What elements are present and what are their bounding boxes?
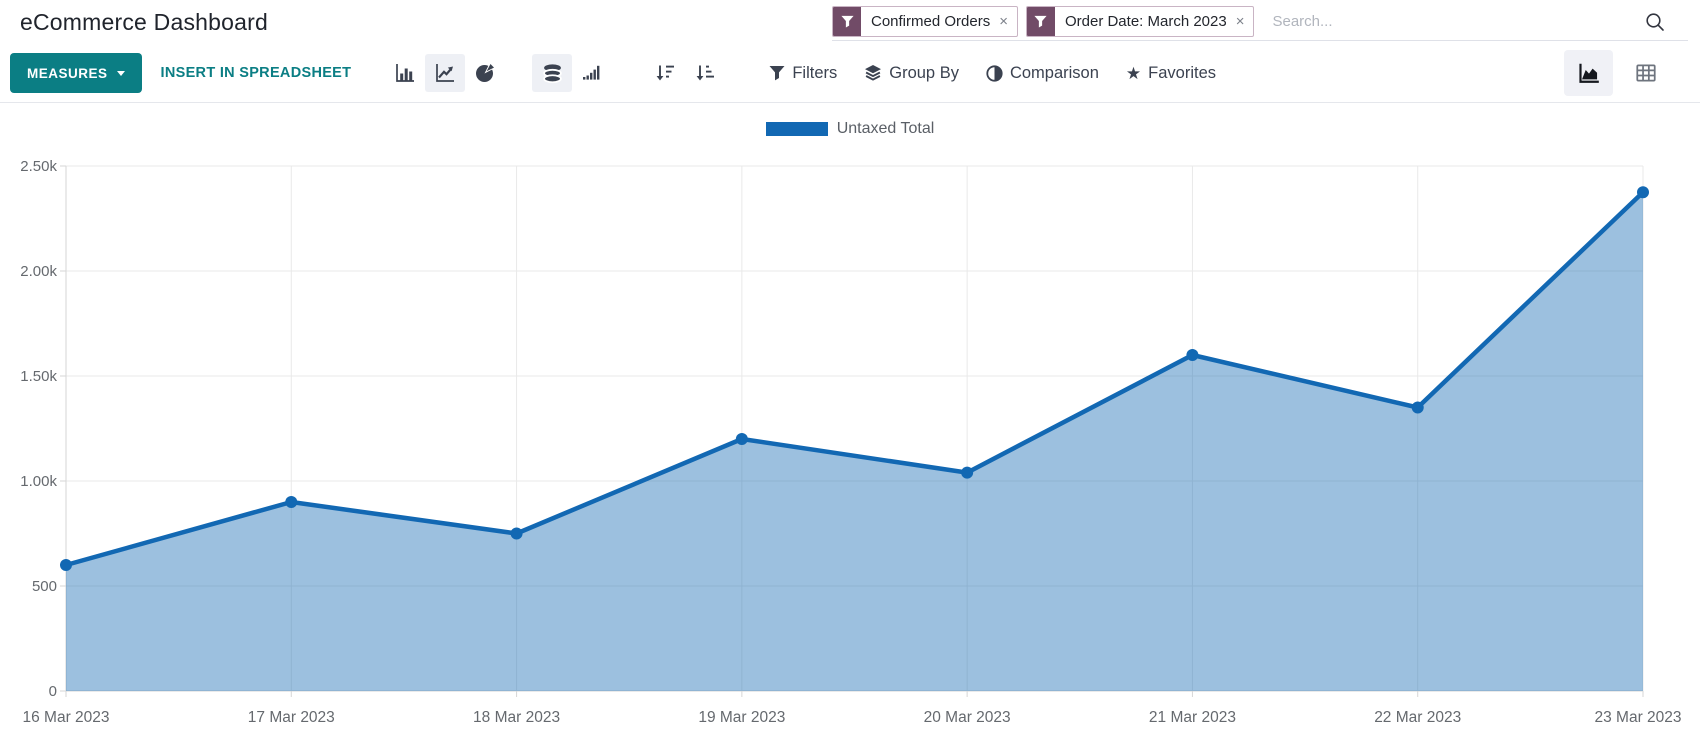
facet-close-icon[interactable]: ×	[1235, 13, 1245, 30]
bar-chart-icon[interactable]	[385, 54, 425, 92]
sort-options	[645, 54, 725, 92]
y-tick-label: 0	[49, 683, 57, 700]
x-tick-label: 17 Mar 2023	[248, 709, 335, 726]
measures-label: MEASURES	[27, 65, 108, 81]
data-point[interactable]	[1637, 186, 1649, 199]
group-by-label: Group By	[889, 63, 959, 82]
area-chart: 0 500 1.00k 1.50k 2.00k 2.50k 16 Mar 2023 17 Ma…	[20, 158, 1681, 726]
x-tick-label: 19 Mar 2023	[698, 709, 785, 726]
half-circle-icon	[986, 64, 1003, 82]
chevron-down-icon	[116, 70, 125, 76]
chart-legend: Untaxed Total	[0, 103, 1700, 149]
comparison-label: Comparison	[1009, 63, 1099, 82]
filter-funnel-icon	[1026, 7, 1055, 36]
favorites-label: Favorites	[1148, 63, 1217, 82]
sort-descending-icon[interactable]	[645, 54, 685, 92]
legend-swatch[interactable]	[765, 122, 828, 136]
legend-label[interactable]: Untaxed Total	[836, 120, 935, 137]
data-point[interactable]	[735, 433, 748, 445]
group-by-menu[interactable]: Group By	[864, 64, 959, 83]
y-tick-label: 500	[32, 578, 57, 595]
data-point[interactable]	[961, 466, 974, 479]
series-line	[63, 190, 1646, 568]
insert-in-spreadsheet-button[interactable]: INSERT IN SPREADSHEET	[160, 65, 352, 81]
data-point[interactable]	[1411, 401, 1424, 414]
control-panel: eCommerce Dashboard Confirmed Orders × O…	[0, 0, 1700, 103]
x-tick-label: 18 Mar 2023	[473, 709, 560, 726]
search-menus: Filters Group By Comparison ★ Favor	[769, 64, 1216, 83]
x-tick-label: 23 Mar 2023	[1594, 709, 1681, 726]
filter-funnel-icon	[769, 66, 785, 81]
area-fill	[66, 192, 1643, 691]
search-input[interactable]	[1262, 13, 1636, 30]
comparison-menu[interactable]: Comparison	[986, 64, 1099, 83]
measures-button[interactable]: MEASURES	[10, 53, 142, 93]
facet-close-icon[interactable]: ×	[999, 13, 1008, 30]
breadcrumb-row: eCommerce Dashboard Confirmed Orders × O…	[0, 0, 1700, 44]
facet-label: Order Date: March 2023	[1064, 13, 1227, 30]
page-title: eCommerce Dashboard	[20, 8, 268, 35]
facet-order-date[interactable]: Order Date: March 2023 ×	[1025, 6, 1255, 37]
y-tick-label: 1.00k	[20, 473, 57, 490]
chart-type-switcher	[385, 54, 505, 92]
x-tick-label: 20 Mar 2023	[924, 709, 1011, 726]
y-tick-label: 1.50k	[20, 368, 57, 385]
data-point[interactable]	[510, 527, 523, 540]
data-point[interactable]	[1186, 349, 1199, 361]
stacked-icon[interactable]	[532, 54, 573, 92]
filter-funnel-icon	[833, 7, 861, 36]
pivot-view-icon[interactable]	[1626, 50, 1666, 96]
x-tick-label: 16 Mar 2023	[22, 709, 109, 726]
pie-chart-icon[interactable]	[465, 54, 505, 92]
graph-view-icon[interactable]	[1564, 50, 1613, 96]
sort-ascending-icon[interactable]	[685, 54, 725, 92]
view-switcher	[1564, 50, 1666, 96]
star-icon: ★	[1125, 63, 1142, 83]
y-tick-label: 2.00k	[20, 263, 57, 280]
data-point[interactable]	[60, 559, 72, 571]
toolbar: MEASURES INSERT IN SPREADSHEET	[0, 44, 1700, 102]
search-icon[interactable]	[1636, 11, 1688, 33]
line-chart-icon[interactable]	[425, 54, 466, 92]
facet-confirmed-orders[interactable]: Confirmed Orders ×	[832, 6, 1018, 37]
data-options	[532, 54, 612, 92]
data-point[interactable]	[285, 496, 298, 508]
cumulative-bars-icon[interactable]	[572, 54, 612, 92]
favorites-menu[interactable]: ★ Favorites	[1126, 64, 1216, 83]
filters-label: Filters	[792, 63, 838, 82]
layers-icon	[865, 65, 882, 81]
facet-label: Confirmed Orders	[871, 13, 991, 30]
filters-menu[interactable]: Filters	[769, 64, 837, 83]
y-tick-label: 2.50k	[20, 158, 57, 175]
x-tick-label: 22 Mar 2023	[1374, 709, 1461, 726]
x-tick-label: 21 Mar 2023	[1149, 709, 1236, 726]
search-bar[interactable]: Confirmed Orders × Order Date: March 202…	[832, 3, 1688, 41]
